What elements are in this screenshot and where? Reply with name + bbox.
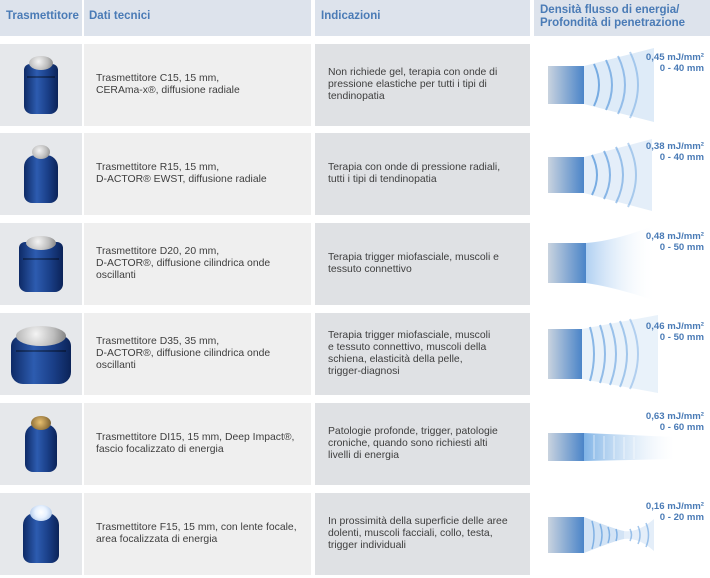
radial-transmitter-icon xyxy=(24,145,58,203)
header-transmitter-label: Trasmettitore xyxy=(6,10,79,22)
table-row-4-image xyxy=(0,313,82,395)
table-row-6-indications: In prossimità della superficie delle are… xyxy=(315,493,530,575)
radial-wave-diagram xyxy=(548,139,652,211)
row-3-ind-line2: tessuto connettivo xyxy=(328,264,412,275)
row-3-depth: 0 - 50 mm xyxy=(659,242,704,253)
focused-wave-diagram xyxy=(548,433,674,461)
row-4-tech-line1: Trasmettitore D35, 35 mm, xyxy=(96,336,220,347)
row-2-ind-line1: Terapia con onde di pressione radiali, xyxy=(328,162,501,173)
row-4-tech-line2: D-ACTOR®, diffusione cilindrica onde xyxy=(96,348,271,359)
table-row-4-tech: Trasmettitore D35, 35 mm, D-ACTOR®, diffu… xyxy=(84,313,311,395)
row-1-density: 0,45 mJ/mm² xyxy=(645,52,704,63)
row-5-energy-values: 0,63 mJ/mm² 0 - 60 mm xyxy=(646,411,704,433)
table-row-6-tech: Trasmettitore F15, 15 mm, con lente foca… xyxy=(84,493,311,575)
header-indications: Indicazioni xyxy=(315,0,530,36)
row-3-ind-line1: Terapia trigger miofasciale, muscoli e xyxy=(328,252,499,263)
row-2-tech-line1: Trasmettitore R15, 15 mm, xyxy=(96,162,220,173)
header-energy-line2: Profondità di penetrazione xyxy=(540,17,686,29)
table-row-2-energy: 0,38 mJ/mm² 0 - 40 mm xyxy=(534,133,710,215)
header-energy-depth: Densità flusso di energia/Profondità di … xyxy=(534,0,710,36)
radial-transmitter-icon xyxy=(24,56,58,114)
row-4-ind-line3: schiena, elasticità della pelle, xyxy=(328,354,463,365)
row-6-density: 0,16 mJ/mm² xyxy=(645,501,704,512)
header-technical-data-label: Dati tecnici xyxy=(89,10,151,22)
row-6-depth: 0 - 20 mm xyxy=(659,512,704,523)
row-4-depth: 0 - 50 mm xyxy=(659,332,704,343)
cylindrical-wave-diagram xyxy=(548,225,656,301)
table-row-3-tech: Trasmettitore D20, 20 mm, D-ACTOR®, diffu… xyxy=(84,223,311,305)
lens-transmitter-icon xyxy=(23,505,59,563)
row-2-density: 0,38 mJ/mm² xyxy=(645,141,704,152)
table-row-5-energy: 0,63 mJ/mm² 0 - 60 mm xyxy=(534,403,710,485)
row-2-ind-line2: tutti i tipi di tendinopatia xyxy=(328,174,437,185)
row-3-energy-values: 0,48 mJ/mm² 0 - 50 mm xyxy=(646,231,704,253)
row-1-ind-line3: tendinopatia xyxy=(328,91,385,102)
row-5-depth: 0 - 60 mm xyxy=(659,422,704,433)
row-5-tech-line2: fascio focalizzato di energia xyxy=(96,444,224,455)
table-row-5-tech: Trasmettitore DI15, 15 mm, Deep Impact®,… xyxy=(84,403,311,485)
row-4-ind-line4: trigger-diagnosi xyxy=(328,366,400,377)
table-row-2-indications: Terapia con onde di pressione radiali, tu… xyxy=(315,133,530,215)
row-6-ind-line3: trigger individuali xyxy=(328,540,406,551)
table-row-2-image xyxy=(0,133,82,215)
cylindrical-transmitter-icon xyxy=(19,236,63,292)
row-6-tech-line2: area focalizzata di energia xyxy=(96,534,218,545)
row-4-energy-values: 0,46 mJ/mm² 0 - 50 mm xyxy=(646,321,704,343)
row-2-energy-values: 0,38 mJ/mm² 0 - 40 mm xyxy=(646,141,704,163)
table-row-5-indications: Patologie profonde, trigger, patologie cr… xyxy=(315,403,530,485)
row-1-depth: 0 - 40 mm xyxy=(659,63,704,74)
row-4-ind-line2: e tessuto connettivo, muscoli della xyxy=(328,342,487,353)
row-4-tech-line3: oscillanti xyxy=(96,360,136,371)
table-row-6-energy: 0,16 mJ/mm² 0 - 20 mm xyxy=(534,493,710,575)
row-1-tech-line1: Trasmettitore C15, 15 mm, xyxy=(96,73,220,84)
row-5-tech-line1: Trasmettitore DI15, 15 mm, Deep Impact®, xyxy=(96,432,295,443)
table-row-5-image xyxy=(0,403,82,485)
row-2-tech-line2: D-ACTOR® EWST, diffusione radiale xyxy=(96,174,267,185)
focused-transmitter-icon xyxy=(25,416,57,472)
row-6-ind-line1: In prossimità della superficie delle are… xyxy=(328,516,508,527)
lens-wave-diagram xyxy=(548,517,654,553)
row-1-ind-line2: pressione elastiche per tutti i tipi di xyxy=(328,79,487,90)
row-3-density: 0,48 mJ/mm² xyxy=(645,231,704,242)
table-row-3-image xyxy=(0,223,82,305)
wide-wave-diagram xyxy=(548,315,658,393)
header-transmitter: Trasmettitore xyxy=(0,0,82,36)
row-4-ind-line1: Terapia trigger miofasciale, muscoli xyxy=(328,330,491,341)
row-2-depth: 0 - 40 mm xyxy=(659,152,704,163)
wide-transmitter-icon xyxy=(11,324,71,384)
row-6-tech-line1: Trasmettitore F15, 15 mm, con lente foca… xyxy=(96,522,297,533)
row-6-energy-values: 0,16 mJ/mm² 0 - 20 mm xyxy=(646,501,704,523)
row-1-ind-line1: Non richiede gel, terapia con onde di xyxy=(328,67,498,78)
row-4-density: 0,46 mJ/mm² xyxy=(645,321,704,332)
table-row-1-tech: Trasmettitore C15, 15 mm, CERAma-x®, diff… xyxy=(84,44,311,126)
header-energy-line1: Densità flusso di energia/ xyxy=(540,4,680,16)
row-5-density: 0,63 mJ/mm² xyxy=(645,411,704,422)
row-3-tech-line1: Trasmettitore D20, 20 mm, xyxy=(96,246,220,257)
table-row-4-indications: Terapia trigger miofasciale, muscoli e te… xyxy=(315,313,530,395)
row-5-ind-line2: croniche, quando sono richiesti alti xyxy=(328,438,488,449)
table-row-4-energy: 0,46 mJ/mm² 0 - 50 mm xyxy=(534,313,710,395)
row-5-ind-line1: Patologie profonde, trigger, patologie xyxy=(328,426,498,437)
row-3-tech-line2: D-ACTOR®, diffusione cilindrica onde xyxy=(96,258,271,269)
row-3-tech-line3: oscillanti xyxy=(96,270,136,281)
header-energy-depth-label: Densità flusso di energia/Profondità di … xyxy=(540,4,685,30)
row-5-ind-line3: livelli di energia xyxy=(328,450,400,461)
table-row-6-image xyxy=(0,493,82,575)
row-1-energy-values: 0,45 mJ/mm² 0 - 40 mm xyxy=(646,52,704,74)
radial-wave-diagram xyxy=(548,48,654,122)
table-row-3-energy: 0,48 mJ/mm² 0 - 50 mm xyxy=(534,223,710,305)
row-6-ind-line2: dolenti, muscoli facciali, collo, testa, xyxy=(328,528,493,539)
header-technical-data: Dati tecnici xyxy=(84,0,311,36)
table-row-1-image xyxy=(0,44,82,126)
row-1-tech-line2: CERAma-x®, diffusione radiale xyxy=(96,85,240,96)
header-indications-label: Indicazioni xyxy=(321,10,381,22)
table-row-2-tech: Trasmettitore R15, 15 mm, D-ACTOR® EWST, … xyxy=(84,133,311,215)
table-row-1-indications: Non richiede gel, terapia con onde di pre… xyxy=(315,44,530,126)
table-row-3-indications: Terapia trigger miofasciale, muscoli e te… xyxy=(315,223,530,305)
table-row-1-energy: 0,45 mJ/mm² 0 - 40 mm xyxy=(534,44,710,126)
